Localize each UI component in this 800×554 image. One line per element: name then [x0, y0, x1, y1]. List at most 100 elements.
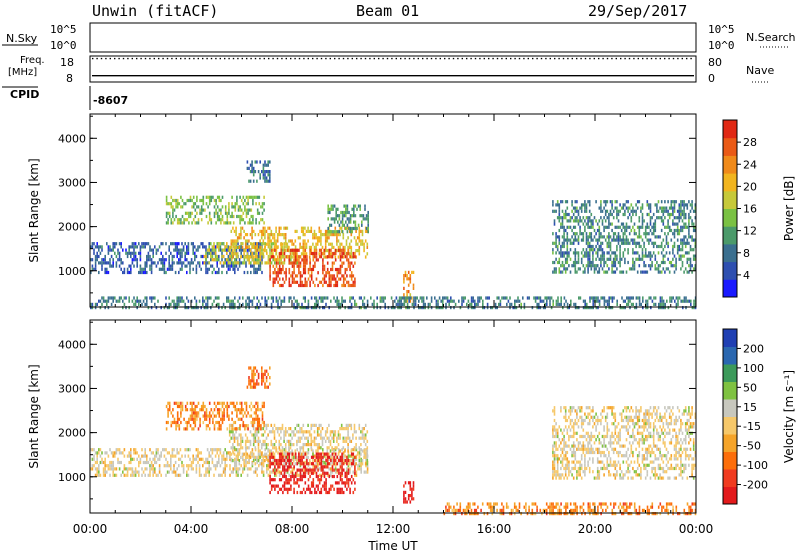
echo-cell [296, 302, 298, 306]
echo-cell [310, 436, 313, 440]
echo-cell [665, 267, 668, 271]
echo-cell [221, 218, 224, 222]
echo-cell [188, 214, 190, 219]
echo-cell [276, 239, 279, 243]
echo-cell [310, 251, 313, 256]
echo-cell [523, 302, 526, 306]
echo-cell [336, 280, 339, 284]
echo-cell [668, 260, 671, 265]
echo-cell [202, 261, 204, 265]
echo-cell [321, 462, 324, 466]
echo-cell [680, 206, 682, 210]
echo-cell [191, 205, 193, 209]
echo-cell [309, 264, 311, 268]
echo-cell [587, 244, 589, 249]
echo-cell [313, 443, 316, 447]
echo-cell [236, 255, 239, 259]
echo-cell [694, 241, 697, 245]
echo-cell [265, 229, 268, 233]
echo-cell [296, 455, 298, 459]
echo-cell [305, 245, 308, 249]
echo-cell [211, 451, 214, 455]
echo-cell [309, 280, 311, 284]
echo-cell [205, 460, 207, 465]
echo-cell [277, 306, 279, 310]
echo-cell [187, 473, 190, 477]
echo-cell [332, 433, 335, 437]
echo-cell [270, 242, 273, 246]
echo-cell [418, 299, 420, 303]
echo-cell [160, 261, 162, 265]
echo-cell [561, 225, 564, 229]
echo-cell [254, 254, 257, 259]
echo-cell [144, 242, 146, 246]
echo-cell [296, 430, 298, 434]
echo-cell [176, 245, 178, 249]
echo-cell [653, 302, 655, 306]
echo-cell [258, 261, 260, 265]
echo-cell [364, 433, 367, 437]
echo-cell [320, 430, 322, 434]
echo-cell [245, 451, 247, 455]
echo-cell [220, 408, 222, 412]
echo-cell [331, 267, 334, 272]
echo-cell [202, 420, 205, 425]
echo-cell [273, 423, 276, 427]
echo-cell [288, 245, 290, 249]
echo-cell [269, 258, 271, 262]
echo-cell [572, 260, 575, 265]
echo-cell [342, 280, 345, 284]
echo-cell [270, 443, 273, 447]
echo-cell [178, 457, 180, 461]
echo-cell [235, 258, 238, 262]
echo-cell [175, 205, 177, 209]
echo-cell [363, 449, 365, 453]
echo-cell [478, 296, 481, 300]
echo-cell [577, 222, 580, 226]
echo-cell [256, 467, 258, 471]
echo-cell [266, 464, 268, 468]
echo-cell [222, 454, 225, 458]
echo-cell [514, 299, 516, 303]
echo-cell [277, 302, 279, 306]
echo-cell [347, 436, 349, 440]
echo-cell [222, 302, 225, 306]
echo-cell [110, 460, 113, 465]
echo-cell [348, 252, 351, 256]
echo-cell [654, 267, 657, 271]
echo-cell [395, 302, 398, 306]
echo-cell [104, 258, 106, 262]
echo-cell [321, 443, 324, 447]
echo-cell [558, 206, 561, 210]
echo-cell [672, 296, 674, 300]
echo-cell [208, 214, 211, 219]
echo-cell [315, 459, 317, 463]
echo-cell [336, 470, 338, 474]
echo-cell [614, 238, 617, 242]
echo-cell [346, 255, 348, 259]
echo-cell [344, 277, 347, 281]
echo-cell [635, 212, 637, 217]
echo-cell [339, 302, 342, 306]
echo-cell [601, 254, 604, 258]
echo-cell [566, 306, 569, 310]
echo-cell [560, 251, 562, 255]
echo-cell [115, 242, 118, 246]
echo-cell [616, 238, 618, 242]
echo-cell [345, 242, 348, 246]
echo-cell [96, 467, 98, 471]
echo-cell [625, 228, 628, 233]
echo-cell [173, 254, 175, 259]
echo-cell [238, 248, 241, 252]
echo-cell [266, 299, 268, 303]
echo-cell [611, 270, 613, 274]
echo-cell [596, 222, 599, 226]
echo-cell [632, 212, 634, 217]
echo-cell [248, 299, 250, 303]
echo-cell [664, 200, 666, 204]
echo-cell [609, 257, 612, 261]
echo-cell [307, 302, 310, 306]
echo-cell [336, 439, 338, 443]
echo-cell [636, 225, 639, 229]
echo-cell [339, 255, 342, 259]
